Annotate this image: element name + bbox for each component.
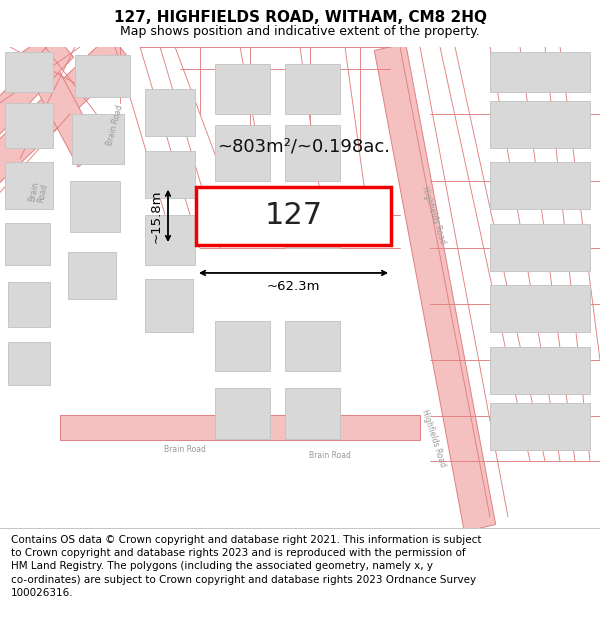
Text: Highfields Road: Highfields Road xyxy=(421,409,448,469)
Text: Highfields Road: Highfields Road xyxy=(421,185,448,245)
Text: ~803m²/~0.198ac.: ~803m²/~0.198ac. xyxy=(217,138,390,156)
Bar xyxy=(5,222,50,265)
Text: Brain Road: Brain Road xyxy=(105,104,125,147)
Bar xyxy=(490,52,590,92)
Bar xyxy=(285,198,340,248)
Bar xyxy=(68,252,116,299)
Text: Map shows position and indicative extent of the property.: Map shows position and indicative extent… xyxy=(120,24,480,38)
Bar xyxy=(145,215,195,265)
Bar xyxy=(285,321,340,371)
Bar xyxy=(145,279,193,332)
Bar xyxy=(5,162,53,209)
Bar xyxy=(215,388,270,439)
Text: Brain Road: Brain Road xyxy=(309,451,351,460)
Text: 127, HIGHFIELDS ROAD, WITHAM, CM8 2HQ: 127, HIGHFIELDS ROAD, WITHAM, CM8 2HQ xyxy=(113,10,487,25)
Bar xyxy=(145,89,195,136)
Bar xyxy=(75,55,130,98)
Text: Contains OS data © Crown copyright and database right 2021. This information is : Contains OS data © Crown copyright and d… xyxy=(11,535,481,598)
Bar xyxy=(215,125,270,181)
Text: Brain Road: Brain Road xyxy=(164,445,206,454)
Bar xyxy=(5,103,53,148)
Bar xyxy=(285,64,340,114)
Bar xyxy=(215,321,270,371)
Text: ~15.8m: ~15.8m xyxy=(150,189,163,242)
Polygon shape xyxy=(0,34,130,182)
Text: 127: 127 xyxy=(265,201,323,231)
Bar xyxy=(145,151,195,198)
Polygon shape xyxy=(0,37,74,136)
Bar xyxy=(215,64,270,114)
Bar xyxy=(8,282,50,327)
Bar xyxy=(285,125,340,181)
Bar xyxy=(5,52,53,92)
Bar xyxy=(490,224,590,271)
Bar xyxy=(490,162,590,209)
Polygon shape xyxy=(374,43,496,532)
Polygon shape xyxy=(18,39,102,167)
Bar xyxy=(72,114,124,164)
Bar xyxy=(490,347,590,394)
Polygon shape xyxy=(60,415,420,440)
Text: Brain
Road: Brain Road xyxy=(27,181,49,204)
Bar xyxy=(196,187,391,245)
Bar xyxy=(285,388,340,439)
Text: ~62.3m: ~62.3m xyxy=(267,279,320,292)
Bar xyxy=(490,402,590,450)
Bar xyxy=(70,181,120,231)
Bar xyxy=(490,101,590,148)
Bar xyxy=(490,285,590,332)
Bar xyxy=(8,342,50,385)
